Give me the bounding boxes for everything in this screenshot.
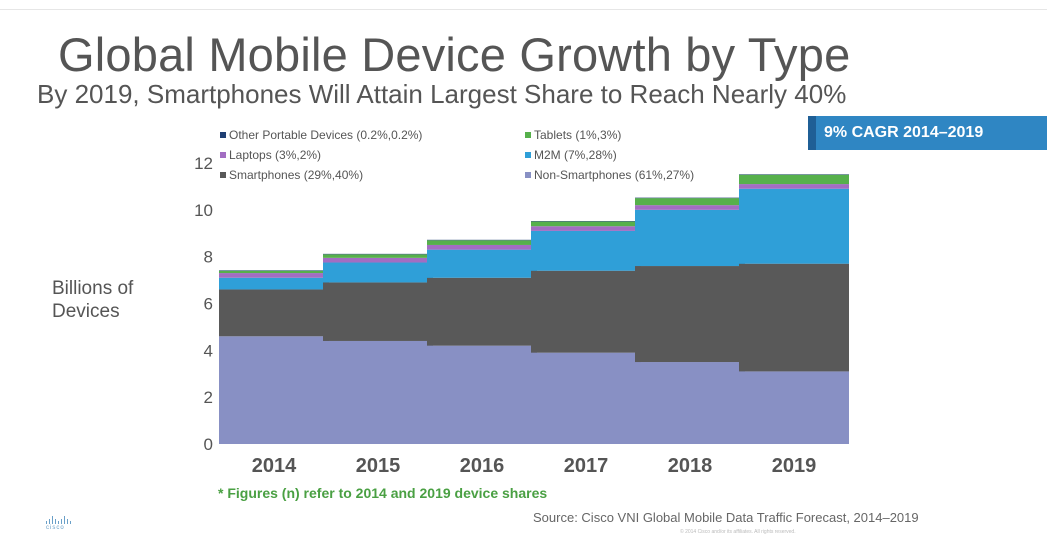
bar-segment-2018-s4 [635, 198, 745, 206]
y-tick-label: 8 [204, 248, 213, 267]
logo-bars-icon [46, 516, 74, 524]
page-title: Global Mobile Device Growth by Type [58, 28, 851, 81]
bar-segment-2018-s1 [635, 266, 745, 363]
legend-item-laptops: Laptops (3%,2%) [220, 148, 321, 162]
legend-swatch-icon [220, 172, 226, 178]
legend-swatch-icon [220, 152, 226, 158]
bar-segment-2018-s3 [635, 205, 745, 210]
bar-segment-2019-s3 [739, 184, 849, 189]
legend-swatch-icon [525, 152, 531, 158]
legend-swatch-icon [220, 132, 226, 138]
x-tick-label: 2017 [564, 455, 609, 477]
legend-label: Smartphones (29%,40%) [229, 168, 364, 182]
legend-label: Other Portable Devices (0.2%,0.2%) [229, 128, 423, 142]
legend-item-other-portable: Other Portable Devices (0.2%,0.2%) [220, 128, 422, 142]
bar-segment-2015-s0 [323, 340, 433, 444]
legend-label: Non-Smartphones (61%,27%) [534, 168, 695, 182]
y-tick-label: 2 [204, 388, 213, 407]
bar-segment-2018-s0 [635, 362, 745, 444]
bar-segment-2015-s4 [323, 254, 433, 258]
legend-label: Laptops (3%,2%) [229, 148, 322, 162]
x-tick-label: 2016 [460, 455, 505, 477]
footnote: * Figures (n) refer to 2014 and 2019 dev… [218, 485, 548, 501]
logo-text: cisco [46, 525, 65, 531]
bar-segment-2014-s1 [219, 289, 329, 337]
y-tick-label: 12 [194, 154, 213, 173]
y-axis-label-text: Billions of Devices [52, 278, 134, 322]
bar-segment-2016-s4 [427, 240, 537, 245]
bar-segment-2015-s2 [323, 262, 433, 283]
x-tick-label: 2015 [356, 455, 401, 477]
legend-item-smartphones: Smartphones (29%,40%) [220, 168, 363, 182]
bar-segment-2016-s2 [427, 249, 537, 278]
bar-segment-2019-s4 [739, 174, 849, 185]
legend-label: Tablets (1%,3%) [534, 128, 622, 142]
source-note: Source: Cisco VNI Global Mobile Data Tra… [533, 510, 919, 525]
copyright-fineprint: © 2014 Cisco and/or its affiliates. All … [680, 529, 796, 535]
bar-segment-2017-s4 [531, 221, 641, 227]
bar-segment-2019-s2 [739, 188, 849, 264]
bar-segment-2018-s2 [635, 209, 745, 267]
bar-segment-2016-s1 [427, 277, 537, 346]
y-tick-label: 0 [204, 435, 213, 454]
cagr-badge: 9% CAGR 2014–2019 [808, 116, 1047, 150]
bar-segment-2017-s2 [531, 230, 641, 271]
legend-item-non-smartphones: Non-Smartphones (61%,27%) [525, 168, 694, 182]
cisco-logo: cisco [46, 516, 74, 534]
bar-segment-2014-s3 [219, 273, 329, 278]
y-tick-label: 4 [204, 341, 213, 360]
bar-segment-2015-s1 [323, 282, 433, 341]
legend-swatch-icon [525, 132, 531, 138]
legend-item-m2m: M2M (7%,28%) [525, 148, 617, 162]
legend-swatch-icon [525, 172, 531, 178]
y-tick-label: 10 [194, 201, 213, 220]
x-tick-label: 2018 [668, 455, 713, 477]
bar-segment-2015-s3 [323, 257, 433, 263]
top-divider [0, 9, 1047, 10]
bar-segment-2014-s0 [219, 336, 329, 444]
bar-segment-2019-s0 [739, 371, 849, 444]
bar-segment-2017-s3 [531, 226, 641, 231]
y-tick-label: 6 [204, 295, 213, 314]
legend-label: M2M (7%,28%) [534, 148, 617, 162]
chart-legend: Other Portable Devices (0.2%,0.2%) Table… [220, 128, 800, 194]
bar-segment-2016-s0 [427, 345, 537, 444]
legend-item-tablets: Tablets (1%,3%) [525, 128, 621, 142]
y-axis-label: Billions of Devices [52, 277, 182, 323]
bar-segment-2017-s1 [531, 270, 641, 353]
bar-segment-2017-s0 [531, 352, 641, 444]
page-subtitle: By 2019, Smartphones Will Attain Largest… [37, 79, 847, 109]
bar-segment-2014-s4 [219, 270, 329, 274]
bar-segment-2016-s3 [427, 244, 537, 250]
x-tick-label: 2019 [772, 455, 817, 477]
bar-segment-2014-s2 [219, 277, 329, 290]
x-tick-label: 2014 [252, 455, 297, 477]
bar-segment-2019-s1 [739, 263, 849, 372]
